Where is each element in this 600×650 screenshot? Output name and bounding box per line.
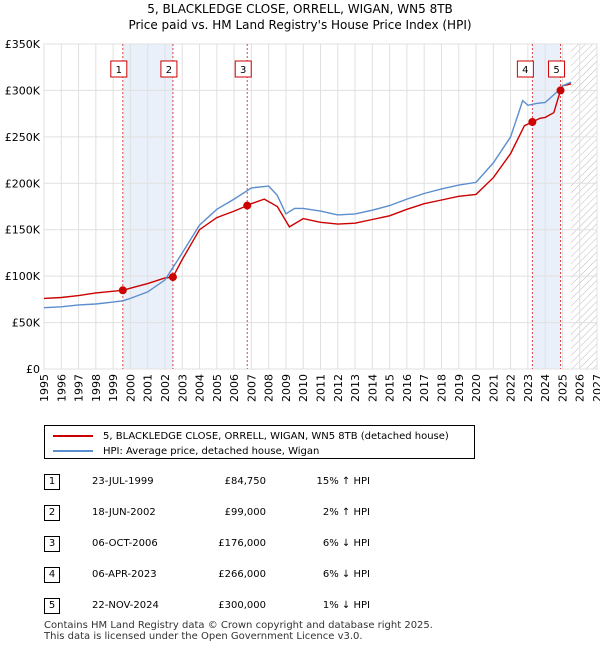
transaction-price: £99,000 (224, 507, 266, 518)
transaction-row: 4 06-APR-2023 £266,000 6% ↓ HPI (44, 567, 444, 583)
chart-subtitle: Price paid vs. HM Land Registry's House … (128, 18, 472, 32)
legend-label-hpi: HPI: Average price, detached house, Wiga… (103, 445, 320, 457)
x-tick-label: 2019 (453, 374, 466, 402)
transaction-number: 3 (44, 536, 60, 552)
sale-label-box-4 (516, 60, 534, 78)
sale-point-3 (243, 201, 252, 210)
sale-label-4: 4 (522, 65, 528, 76)
sale-point-5 (556, 86, 565, 95)
chart-title: 5, BLACKLEDGE CLOSE, ORRELL, WIGAN, WN5 … (147, 2, 453, 16)
x-tick-label: 2005 (211, 374, 224, 402)
transaction-number: 1 (44, 474, 60, 490)
x-tick-label: 2009 (280, 374, 293, 402)
transaction-price: £176,000 (218, 538, 266, 549)
y-tick-label: £300K (5, 84, 41, 97)
transaction-row: 2 18-JUN-2002 £99,000 2% ↑ HPI (44, 505, 444, 521)
x-tick-label: 2011 (315, 374, 328, 402)
sale-label-1: 1 (116, 65, 122, 76)
x-tick-label: 2003 (176, 374, 189, 402)
footer: Contains HM Land Registry data © Crown c… (44, 620, 433, 642)
x-tick-label: 2018 (435, 374, 448, 402)
x-tick-label: 2027 (591, 374, 600, 402)
transaction-hpi-diff: 15% ↑ HPI (316, 476, 370, 487)
price-chart: £0 £50K £100K £150K £200K £250K £300K £350K 1995… (5, 38, 600, 402)
forecast-hatch (571, 44, 597, 369)
x-tick-label: 2001 (142, 374, 155, 402)
x-tick-label: 2017 (418, 374, 431, 402)
x-tick-label: 2023 (522, 374, 535, 402)
x-tick-label: 2008 (263, 374, 276, 402)
y-tick-label: £350K (5, 38, 41, 51)
sale-point-4 (528, 118, 537, 126)
y-tick-label: £50K (12, 317, 41, 330)
x-tick-label: 2016 (401, 374, 414, 402)
sale-label-2: 2 (166, 65, 172, 76)
x-tick-label: 1996 (55, 374, 68, 402)
transaction-price: £266,000 (218, 569, 266, 580)
x-tick-label: 2007 (245, 374, 258, 402)
x-tick-label: 2020 (470, 374, 483, 402)
x-tick-label: 2024 (539, 374, 552, 402)
transaction-hpi-diff: 2% ↑ HPI (322, 507, 370, 518)
x-tick-label: 1999 (107, 374, 120, 402)
x-tick-label: 2002 (159, 374, 172, 402)
x-tick-label: 2013 (349, 374, 362, 402)
x-tick-label: 2025 (556, 374, 569, 402)
chart-legend: 5, BLACKLEDGE CLOSE, ORRELL, WIGAN, WN5 … (44, 425, 475, 459)
transaction-date: 06-APR-2023 (92, 569, 157, 580)
x-tick-label: 2010 (297, 374, 310, 402)
x-tick-label: 2006 (228, 374, 241, 402)
transaction-date: 18-JUN-2002 (92, 507, 156, 518)
y-tick-label: £100K (5, 270, 41, 283)
legend-swatch-hpi (53, 450, 93, 452)
transaction-date: 23-JUL-1999 (92, 476, 154, 487)
x-tick-label: 2015 (384, 374, 397, 402)
transaction-date: 06-OCT-2006 (92, 538, 158, 549)
y-tick-label: £0 (26, 363, 40, 376)
x-tick-label: 2026 (574, 374, 587, 402)
transaction-hpi-diff: 6% ↓ HPI (322, 569, 370, 580)
x-tick-label: 2012 (332, 374, 345, 402)
transaction-hpi-diff: 1% ↓ HPI (322, 600, 370, 611)
sale-label-box-3 (234, 60, 252, 78)
transaction-number: 5 (44, 598, 60, 614)
transaction-date: 22-NOV-2024 (92, 600, 159, 611)
legend-item-property: 5, BLACKLEDGE CLOSE, ORRELL, WIGAN, WN5 … (53, 429, 449, 443)
x-tick-label: 2000 (124, 374, 137, 402)
legend-swatch-property (53, 435, 93, 437)
sale-point-2 (168, 273, 177, 282)
x-tick-label: 1995 (38, 374, 51, 402)
transaction-row: 3 06-OCT-2006 £176,000 6% ↓ HPI (44, 536, 444, 552)
transaction-row: 5 22-NOV-2024 £300,000 1% ↓ HPI (44, 598, 444, 614)
transaction-hpi-diff: 6% ↓ HPI (322, 538, 370, 549)
y-tick-label: £150K (5, 224, 41, 237)
x-tick-label: 2004 (194, 374, 207, 402)
sale-label-box-2 (160, 60, 178, 78)
footer-license: This data is licensed under the Open Gov… (44, 631, 363, 642)
transaction-price: £84,750 (224, 476, 266, 487)
x-tick-label: 2021 (487, 374, 500, 402)
transaction-price: £300,000 (218, 600, 266, 611)
sale-label-3: 3 (240, 65, 246, 76)
transaction-number: 2 (44, 505, 60, 521)
sale-point-1 (118, 286, 127, 295)
y-tick-label: £250K (5, 131, 41, 144)
sale-label-5: 5 (553, 65, 559, 76)
sale-label-box-1 (110, 60, 128, 78)
footer-copyright: Contains HM Land Registry data © Crown c… (44, 620, 433, 631)
legend-label-property: 5, BLACKLEDGE CLOSE, ORRELL, WIGAN, WN5 … (103, 430, 449, 442)
x-tick-label: 1998 (90, 374, 103, 402)
x-tick-label: 2022 (505, 374, 518, 402)
sale-label-box-5 (548, 60, 566, 78)
x-tick-label: 2014 (366, 374, 379, 402)
transaction-number: 4 (44, 567, 60, 583)
y-tick-label: £200K (5, 177, 41, 190)
hpi-line (43, 81, 572, 309)
transaction-row: 1 23-JUL-1999 £84,750 15% ↑ HPI (44, 474, 444, 490)
x-tick-label: 1997 (73, 374, 86, 402)
shaded-period-2 (532, 44, 561, 369)
legend-item-hpi: HPI: Average price, detached house, Wiga… (53, 444, 319, 458)
